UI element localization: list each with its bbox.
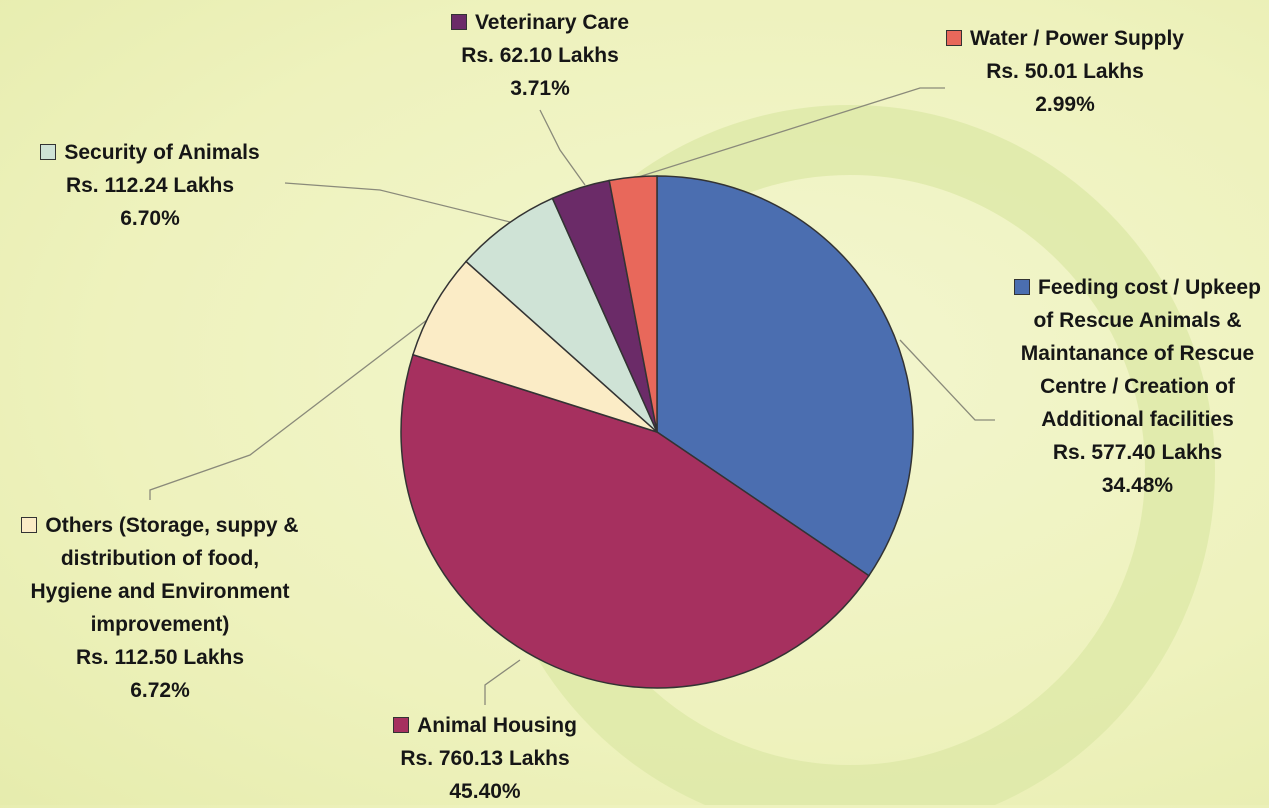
category-label: Others (Storage, suppy & distribution of… — [30, 514, 298, 636]
percent-label: 34.48% — [1010, 469, 1265, 502]
percent-label: 45.40% — [340, 775, 630, 808]
percent-label: 3.71% — [400, 72, 680, 105]
leader-line — [900, 340, 995, 420]
legend-swatch — [1014, 279, 1030, 295]
percent-label: 2.99% — [930, 88, 1200, 121]
category-line: Animal Housing — [340, 709, 630, 742]
category-label: Feeding cost / Upkeep of Rescue Animals … — [1021, 276, 1261, 431]
legend-swatch — [451, 14, 467, 30]
page: (() => { const data = JSON.parse(documen… — [0, 0, 1269, 805]
legend-swatch — [21, 517, 37, 533]
category-line: Veterinary Care — [400, 6, 680, 39]
amount-label: Rs. 112.50 Lakhs — [20, 641, 300, 674]
leader-line — [485, 660, 520, 705]
slice-label: Feeding cost / Upkeep of Rescue Animals … — [1010, 271, 1265, 502]
legend-swatch — [946, 30, 962, 46]
leader-line — [150, 310, 440, 500]
category-line: Feeding cost / Upkeep of Rescue Animals … — [1010, 271, 1265, 436]
slice-label: Others (Storage, suppy & distribution of… — [20, 509, 300, 707]
category-label: Water / Power Supply — [970, 27, 1184, 50]
legend-swatch — [393, 717, 409, 733]
category-label: Security of Animals — [64, 141, 259, 164]
percent-label: 6.72% — [20, 674, 300, 707]
category-line: Water / Power Supply — [930, 22, 1200, 55]
leader-line — [540, 110, 585, 185]
leader-line — [285, 183, 510, 222]
category-line: Security of Animals — [0, 136, 300, 169]
amount-label: Rs. 112.24 Lakhs — [0, 169, 300, 202]
percent-label: 6.70% — [0, 202, 300, 235]
amount-label: Rs. 62.10 Lakhs — [400, 39, 680, 72]
amount-label: Rs. 50.01 Lakhs — [930, 55, 1200, 88]
legend-swatch — [40, 144, 56, 160]
category-line: Others (Storage, suppy & distribution of… — [20, 509, 300, 641]
category-label: Veterinary Care — [475, 11, 629, 34]
category-label: Animal Housing — [417, 714, 577, 737]
amount-label: Rs. 760.13 Lakhs — [340, 742, 630, 775]
amount-label: Rs. 577.40 Lakhs — [1010, 436, 1265, 469]
